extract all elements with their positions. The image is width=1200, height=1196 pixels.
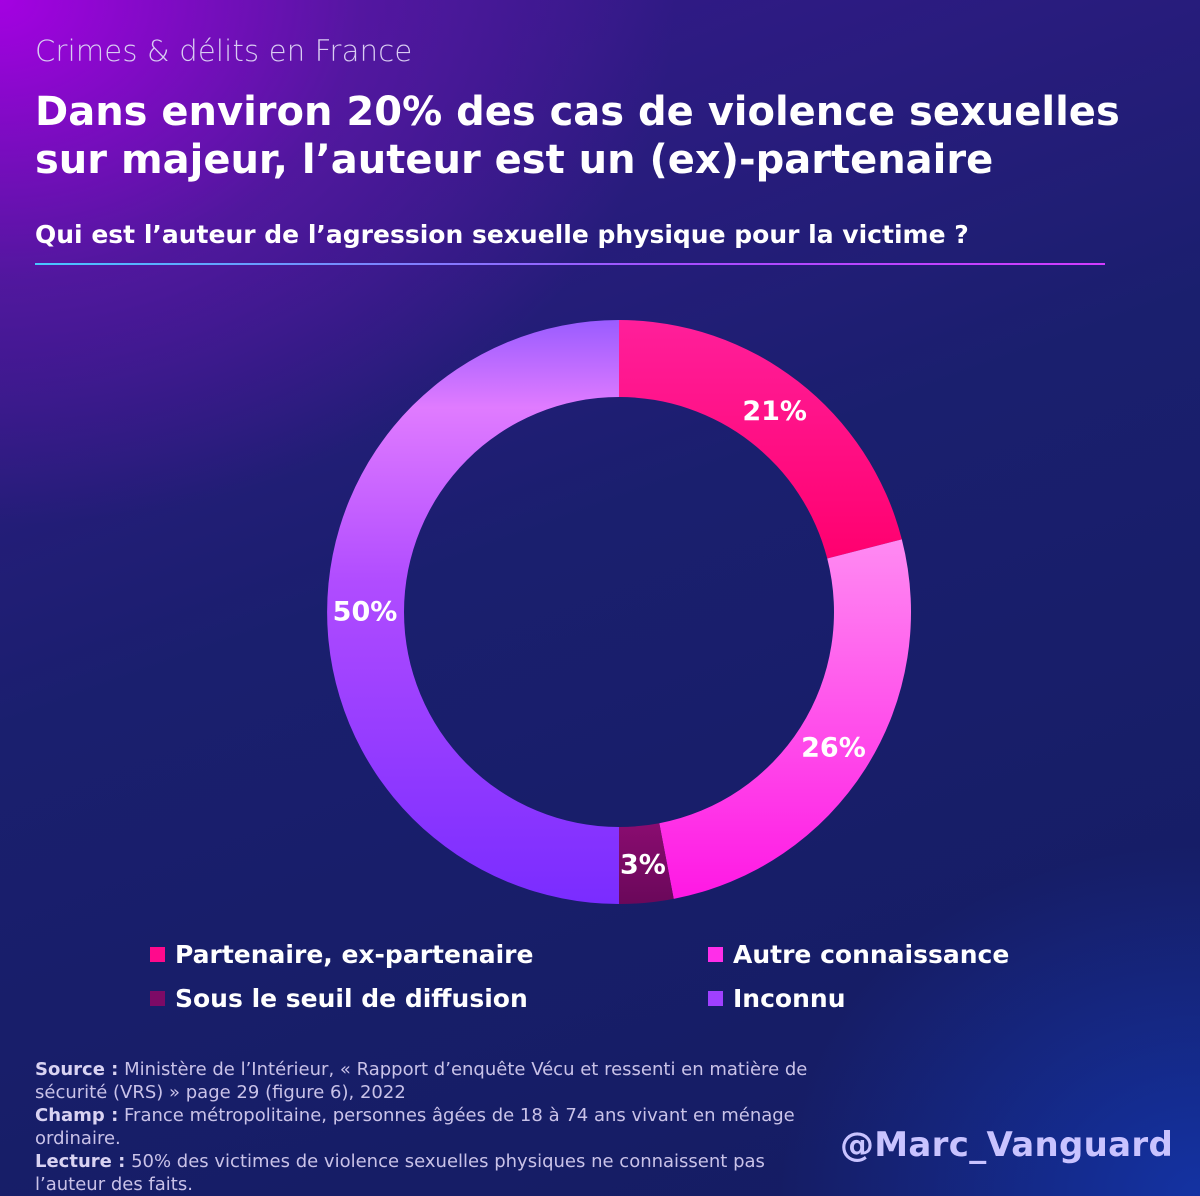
kicker: Crimes & délits en France: [35, 34, 413, 68]
slice-inconnu: [327, 320, 619, 904]
slice-partenaire: [619, 320, 902, 559]
source-notes: Source : Ministère de l’Intérieur, « Rap…: [35, 1058, 825, 1196]
divider: [35, 263, 1105, 265]
lecture-label: Lecture :: [35, 1151, 126, 1172]
legend-label: Sous le seuil de diffusion: [175, 984, 528, 1013]
author-handle: @Marc_Vanguard: [840, 1125, 1174, 1165]
legend: Partenaire, ex-partenaire Autre connaiss…: [150, 940, 1050, 1030]
legend-item-sous-le-seuil: Sous le seuil de diffusion: [150, 984, 528, 1013]
legend-swatch: [150, 991, 165, 1006]
champ-line: Champ : France métropolitaine, personnes…: [35, 1104, 825, 1150]
source-line: Source : Ministère de l’Intérieur, « Rap…: [35, 1058, 825, 1104]
lecture-line: Lecture : 50% des victimes de violence s…: [35, 1150, 825, 1196]
chart-subtitle: Qui est l’auteur de l’agression sexuelle…: [35, 220, 969, 249]
champ-text: France métropolitaine, personnes âgées d…: [35, 1105, 795, 1149]
legend-item-partenaire: Partenaire, ex-partenaire: [150, 940, 533, 969]
slice-label: 26%: [801, 733, 866, 764]
legend-item-inconnu: Inconnu: [708, 984, 846, 1013]
slice-label: 21%: [742, 396, 807, 427]
legend-swatch: [150, 947, 165, 962]
slice-sous-le-seuil: [619, 823, 674, 904]
source-text: Ministère de l’Intérieur, « Rapport d’en…: [35, 1059, 808, 1103]
legend-swatch: [708, 991, 723, 1006]
legend-label: Inconnu: [733, 984, 846, 1013]
lecture-text: 50% des victimes de violence sexuelles p…: [35, 1151, 765, 1195]
legend-label: Partenaire, ex-partenaire: [175, 940, 534, 969]
slice-label: 50%: [333, 597, 398, 628]
slice-label: 3%: [620, 849, 666, 880]
legend-item-autre-connaissance: Autre connaissance: [708, 940, 1009, 969]
page-title: Dans environ 20% des cas de violence sex…: [35, 89, 1120, 183]
legend-label: Autre connaissance: [733, 940, 1010, 969]
legend-swatch: [708, 947, 723, 962]
source-label: Source :: [35, 1059, 119, 1080]
slice-autre-connaissance: [659, 539, 911, 899]
champ-label: Champ :: [35, 1105, 119, 1126]
